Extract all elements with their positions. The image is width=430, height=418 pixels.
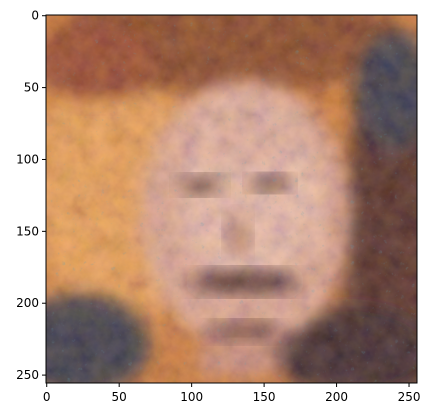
x-tick-label: 100 bbox=[180, 390, 203, 404]
y-tick-label: 250 bbox=[16, 368, 39, 382]
x-tick-label: 150 bbox=[253, 390, 276, 404]
x-tick-label: 250 bbox=[398, 390, 421, 404]
teal-specks bbox=[46, 15, 417, 383]
y-tick-label: 0 bbox=[31, 9, 39, 23]
x-tick-label: 50 bbox=[112, 390, 127, 404]
x-tick-label: 0 bbox=[43, 390, 51, 404]
y-axis: 0 50 100 150 200 250 bbox=[16, 9, 46, 382]
image-canvas bbox=[46, 15, 417, 383]
y-tick-label: 200 bbox=[16, 296, 39, 310]
y-tick-label: 100 bbox=[16, 152, 39, 166]
y-tick-label: 50 bbox=[24, 81, 39, 95]
x-axis: 0 50 100 150 200 250 bbox=[43, 383, 421, 404]
x-tick-label: 200 bbox=[325, 390, 348, 404]
y-tick-label: 150 bbox=[16, 224, 39, 238]
axes-frame bbox=[45, 14, 418, 384]
